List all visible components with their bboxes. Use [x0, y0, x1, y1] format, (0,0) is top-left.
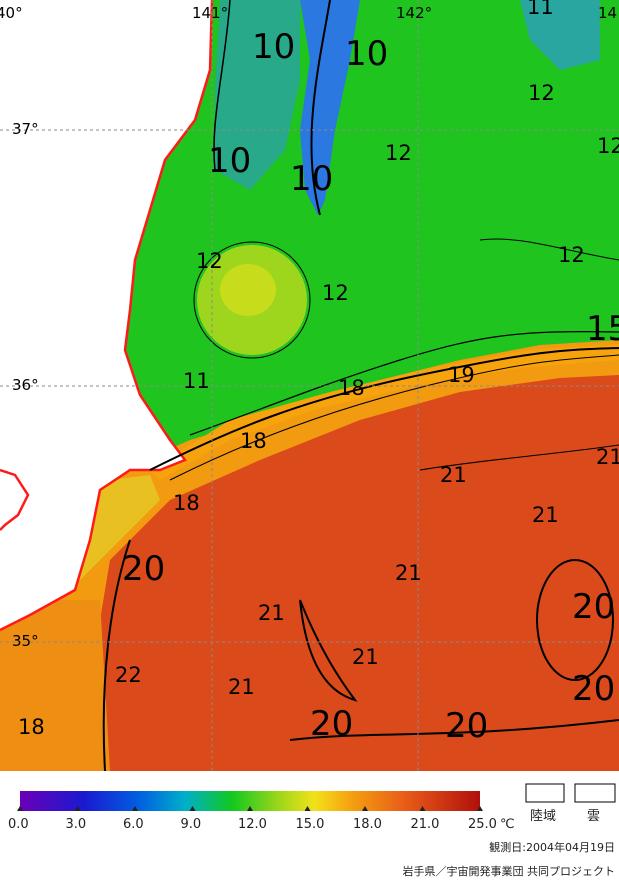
sea-surface-temperature-map: 40° 141° 142° 14 37° 36° 35° 10 10 10 10 11 12 12 12… [0, 0, 619, 771]
land-area [0, 0, 212, 630]
latitude-label: 36° [12, 376, 39, 394]
island-coastline [0, 468, 30, 531]
scale-tick-mark [247, 806, 253, 811]
isotherm-label: 21 [258, 601, 285, 625]
isotherm-label: 19 [448, 363, 475, 387]
hot-water-core [95, 375, 619, 771]
latitude-label: 35° [12, 632, 39, 650]
scale-tick-label: 15.0 [296, 817, 325, 832]
isotherm-label: 18 [338, 376, 365, 400]
isotherm-label: 12 [528, 81, 555, 105]
isotherm-label: 12 [322, 281, 349, 305]
isotherm-label: 10 [252, 27, 295, 67]
scale-tick-label: 0.0 [8, 817, 29, 832]
front-band [150, 344, 619, 480]
isotherm-label: 21 [596, 445, 619, 469]
scale-tick-label: 21.0 [411, 817, 440, 832]
longitude-label: 141° [192, 4, 228, 22]
cloud-label: 雲 [587, 809, 600, 824]
scale-tick-label: 25.0 [468, 817, 497, 832]
scale-tick-mark [189, 806, 196, 811]
isotherm-label: 20 [572, 587, 615, 627]
cloud-swatch [574, 783, 616, 803]
isotherm-label: 20 [572, 669, 615, 709]
observation-date: 観測日:2004年04月19日 [489, 840, 615, 854]
coastline [0, 0, 214, 632]
scale-tick-mark [419, 806, 426, 811]
isotherm-label: 21 [352, 645, 379, 669]
isotherm-label: 21 [440, 463, 467, 487]
isotherm-label: 12 [558, 243, 585, 267]
graticule [0, 0, 619, 771]
scale-tick-label: 18.0 [353, 817, 382, 832]
scale-tick-label: 3.0 [66, 817, 87, 832]
isotherm-label: 20 [445, 706, 488, 746]
isotherm-label: 18 [18, 715, 45, 739]
unit-label: ℃ [500, 817, 515, 832]
isotherm-label: 18 [173, 491, 200, 515]
scale-tick-mark [17, 806, 23, 811]
isotherm-label: 21 [228, 675, 255, 699]
isotherm-label: 15 [586, 309, 619, 349]
isotherm-label: 10 [345, 34, 388, 74]
legend-panel: 0.0 3.0 6.0 9.0 12.0 15.0 18.0 21.0 25.0 ℃ 陸域 雲 … [8, 783, 616, 878]
isotherm-label: 18 [240, 429, 267, 453]
scale-tick-mark [74, 806, 81, 811]
latitude-label: 37° [12, 120, 39, 138]
isotherm-label: 21 [395, 561, 422, 585]
land-label: 陸域 [530, 808, 556, 824]
scale-tick-mark [362, 806, 368, 811]
credit-text: 岩手県／宇宙開発事業団 共同プロジェクト [403, 864, 616, 878]
northeast-cool-patch [520, 0, 600, 70]
isotherm-label: 20 [122, 549, 165, 589]
scale-tick-mark [132, 806, 138, 811]
longitude-label: 14 [598, 4, 617, 22]
scale-tick-label: 6.0 [123, 817, 144, 832]
isotherm-label: 12 [196, 249, 223, 273]
longitude-label: 40° [0, 4, 23, 22]
scale-tick-mark [304, 806, 311, 811]
isotherm-label: 10 [208, 141, 251, 181]
land-swatch [525, 783, 565, 803]
isotherm-label: 11 [183, 369, 210, 393]
isotherm-label: 12 [597, 134, 619, 158]
isotherm-label: 10 [290, 159, 333, 199]
isotherm-label: 20 [310, 704, 353, 744]
longitude-label: 142° [396, 4, 432, 22]
isotherm-label: 11 [527, 0, 554, 19]
isotherm-label: 22 [115, 663, 142, 687]
scale-tick-mark [477, 806, 483, 811]
scale-tick-label: 9.0 [181, 817, 202, 832]
scale-tick-label: 12.0 [238, 817, 267, 832]
isotherm-label: 21 [532, 503, 559, 527]
cold-water-tongue [300, 0, 360, 215]
isotherm-label: 12 [385, 141, 412, 165]
cool-water-band [215, 0, 300, 190]
isotherm-lines [102, 0, 619, 771]
southwest-orange-water [0, 600, 110, 771]
warm-eddy-core [220, 264, 276, 316]
